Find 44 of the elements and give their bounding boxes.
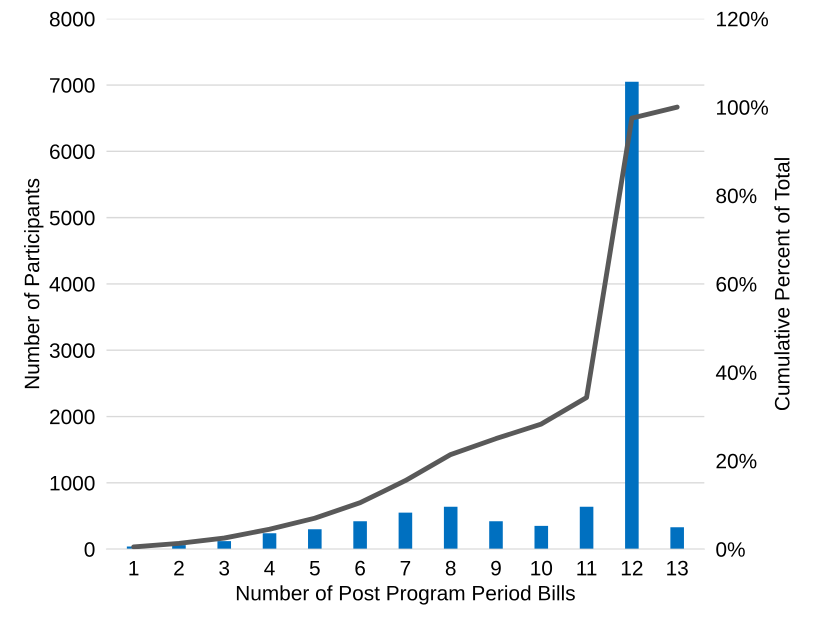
x-tick-label: 10 bbox=[531, 560, 552, 576]
y-axis-title: Number of Participants bbox=[24, 178, 44, 388]
x-tick-label: 11 bbox=[577, 560, 596, 576]
x-tick-label: 12 bbox=[622, 560, 642, 576]
y2-tick-label: 120% bbox=[717, 12, 768, 26]
x-tick-label: 8 bbox=[446, 560, 456, 576]
x-tick-label: 2 bbox=[174, 560, 184, 576]
bar bbox=[444, 506, 458, 550]
bar bbox=[353, 521, 367, 550]
line-series bbox=[131, 104, 680, 550]
y2-tick-label: 40% bbox=[716, 365, 756, 380]
y2-tick-label: 100% bbox=[717, 100, 768, 115]
x-tick-label: 5 bbox=[310, 560, 320, 576]
y-tick-label: 0 bbox=[84, 542, 95, 557]
bar bbox=[217, 541, 232, 550]
bar bbox=[625, 82, 639, 550]
y2-tick-label: 80% bbox=[716, 188, 756, 204]
bar bbox=[308, 529, 322, 550]
y-tick-label: 1000 bbox=[50, 476, 95, 491]
x-tick-label: 9 bbox=[491, 560, 501, 576]
x-tick-label: 6 bbox=[355, 560, 365, 576]
bar bbox=[670, 527, 684, 550]
bar bbox=[398, 512, 412, 550]
x-tick-label: 13 bbox=[667, 560, 688, 576]
y2-tick-label: 0% bbox=[716, 542, 745, 557]
bar bbox=[534, 526, 548, 550]
y-tick-label: 3000 bbox=[50, 343, 95, 358]
y-tick-label: 8000 bbox=[50, 12, 95, 26]
y2-tick-label: 20% bbox=[716, 454, 756, 468]
bar bbox=[580, 506, 594, 550]
y-tick-label: 6000 bbox=[50, 144, 95, 160]
x-tick-label: 7 bbox=[400, 560, 410, 576]
y-tick-label: 4000 bbox=[49, 276, 95, 292]
x-tick-label: 3 bbox=[219, 560, 230, 576]
x-tick-label: 4 bbox=[264, 560, 275, 576]
y2-axis-title: Cumulative Percent of Total bbox=[774, 158, 790, 410]
bar bbox=[262, 533, 276, 550]
x-tick-label: 1 bbox=[129, 560, 138, 576]
y-tick-label: 7000 bbox=[50, 78, 95, 93]
x-axis-title: Number of Post Program Period Bills bbox=[236, 585, 575, 605]
y2-tick-label: 60% bbox=[716, 276, 756, 292]
bar bbox=[489, 521, 503, 550]
y-tick-label: 2000 bbox=[50, 410, 95, 424]
y-tick-label: 5000 bbox=[50, 210, 95, 226]
